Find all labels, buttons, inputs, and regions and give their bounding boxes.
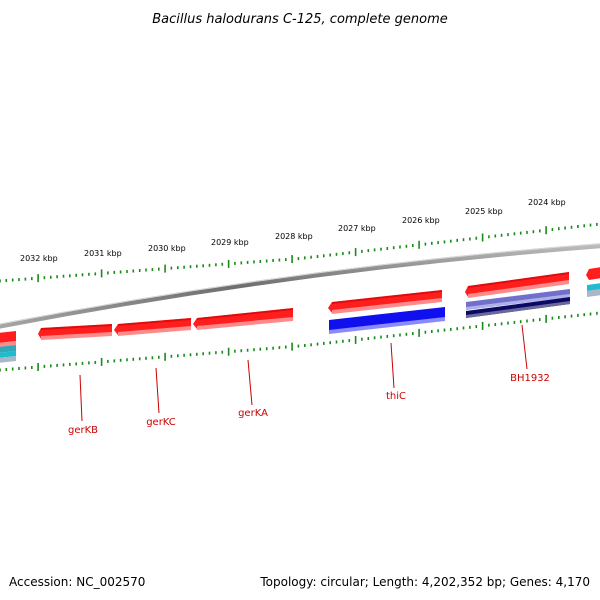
- inner-tick-row: [0, 311, 598, 372]
- gene-partial-right[interactable]: [586, 267, 600, 280]
- leader-gerKA: [247, 359, 253, 406]
- gene-label-gerKB[interactable]: gerKB: [68, 425, 98, 436]
- accession-text: Accession: NC_002570: [9, 575, 145, 589]
- cog-bar-BH1932-upper[interactable]: [466, 289, 570, 310]
- gene-partial-left[interactable]: [0, 331, 16, 347]
- genome-backbone-highlight: [0, 243, 600, 325]
- leader-BH1932: [521, 324, 528, 370]
- kbp-label-2026: 2026 kbp: [402, 216, 440, 225]
- gene-label-BH1932[interactable]: BH1932: [510, 373, 550, 384]
- kbp-label-2027: 2027 kbp: [338, 224, 376, 233]
- topology-text: Topology: circular; Length: 4,202,352 bp…: [259, 575, 590, 589]
- gene-BH1932[interactable]: [465, 272, 569, 298]
- gene-gerKB[interactable]: [38, 324, 112, 340]
- gene-label-gerKA[interactable]: gerKA: [238, 408, 268, 419]
- map-title: Bacillus halodurans C-125, complete geno…: [152, 12, 448, 27]
- kbp-label-2031: 2031 kbp: [84, 249, 122, 258]
- kbp-label-2030: 2030 kbp: [148, 244, 186, 253]
- kbp-label-2029: 2029 kbp: [211, 238, 249, 247]
- outer-tick-row: [0, 222, 598, 283]
- genome-backbone: [0, 243, 600, 329]
- cog-bar-partial-right[interactable]: [587, 283, 600, 297]
- kbp-label-2032: 2032 kbp: [20, 254, 58, 263]
- leader-gerKC: [155, 367, 160, 414]
- leader-thiC: [390, 342, 395, 389]
- cog-bar-partial-left[interactable]: [0, 345, 16, 363]
- gene-gerKC[interactable]: [114, 318, 191, 336]
- gene-gerKA[interactable]: [193, 308, 293, 330]
- gene-labels: gerKB gerKC gerKA thiC BH1932: [68, 373, 550, 436]
- leader-gerKB: [79, 374, 83, 422]
- kbp-label-2024: 2024 kbp: [528, 198, 566, 207]
- kbp-label-2025: 2025 kbp: [465, 207, 503, 216]
- kbp-labels: 2032 kbp 2031 kbp 2030 kbp 2029 kbp 2028…: [20, 198, 566, 263]
- kbp-label-2028: 2028 kbp: [275, 232, 313, 241]
- gene-label-gerKC[interactable]: gerKC: [146, 417, 176, 428]
- gene-label-thiC[interactable]: thiC: [386, 391, 406, 402]
- cog-bar-BH1932-lower[interactable]: [466, 297, 570, 318]
- cog-bar-thiC[interactable]: [329, 307, 445, 334]
- cog-feature-bars: [0, 283, 600, 363]
- gene-thiC[interactable]: [328, 290, 442, 314]
- gene-label-leaders: [79, 324, 528, 422]
- forward-strand-genes: [0, 267, 600, 347]
